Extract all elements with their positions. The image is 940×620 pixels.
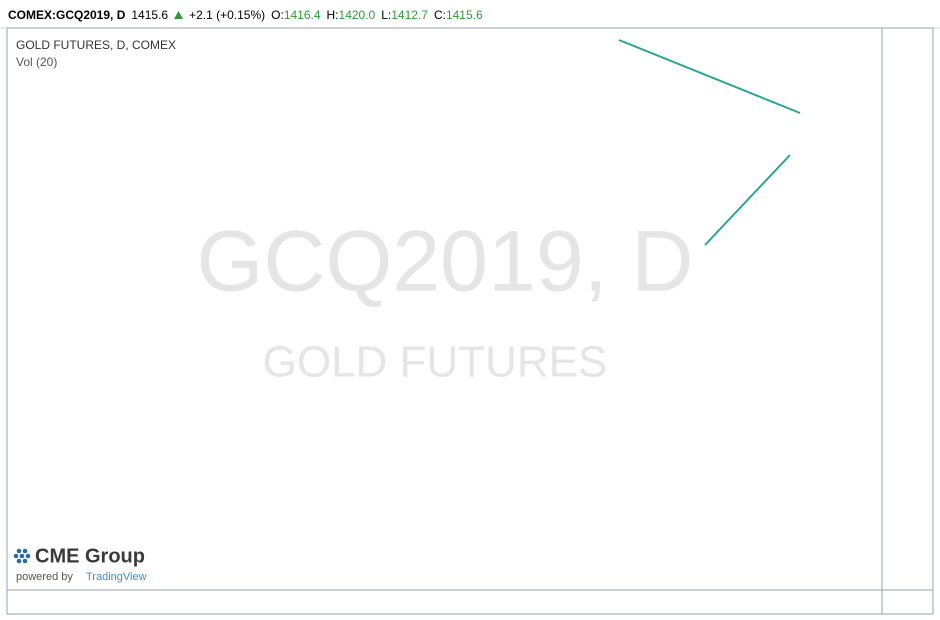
symbol: COMEX:GCQ2019, D bbox=[8, 8, 126, 22]
up-arrow bbox=[174, 11, 184, 19]
logo-icon bbox=[13, 548, 31, 564]
ohlc-label: H: bbox=[326, 8, 339, 22]
ohlc-value: 1420.0 bbox=[338, 8, 376, 22]
chart-title: GOLD FUTURES, D, COMEX bbox=[16, 38, 176, 52]
watermark: GCQ2019, D bbox=[196, 214, 693, 310]
ohlc-value: 1415.6 bbox=[445, 8, 483, 22]
trendline bbox=[618, 39, 801, 114]
ohlc-value: 1412.7 bbox=[391, 8, 428, 22]
volume-legend: Vol (20) bbox=[16, 55, 57, 69]
ohlc-label: L: bbox=[381, 8, 392, 22]
chart-frame bbox=[6, 27, 934, 615]
price: 1415.6 bbox=[131, 8, 169, 22]
header: COMEX:GCQ2019, D 1415.6 +2.1 (+0.15%) O:… bbox=[8, 6, 489, 24]
ohlc: O:1416.4 H:1420.0 L:1412.7 C:1415.6 bbox=[271, 8, 489, 22]
change: +2.1 (+0.15%) bbox=[189, 8, 266, 22]
ohlc-value: 1416.4 bbox=[283, 8, 321, 22]
provider[interactable]: TradingView bbox=[86, 571, 147, 583]
ohlc-label: O: bbox=[271, 8, 284, 22]
logo-text: CME Group bbox=[35, 545, 145, 567]
powered-by: powered by bbox=[16, 571, 73, 583]
ohlc-label: C: bbox=[433, 8, 446, 22]
trendline bbox=[704, 154, 791, 246]
watermark: GOLD FUTURES bbox=[263, 338, 608, 387]
